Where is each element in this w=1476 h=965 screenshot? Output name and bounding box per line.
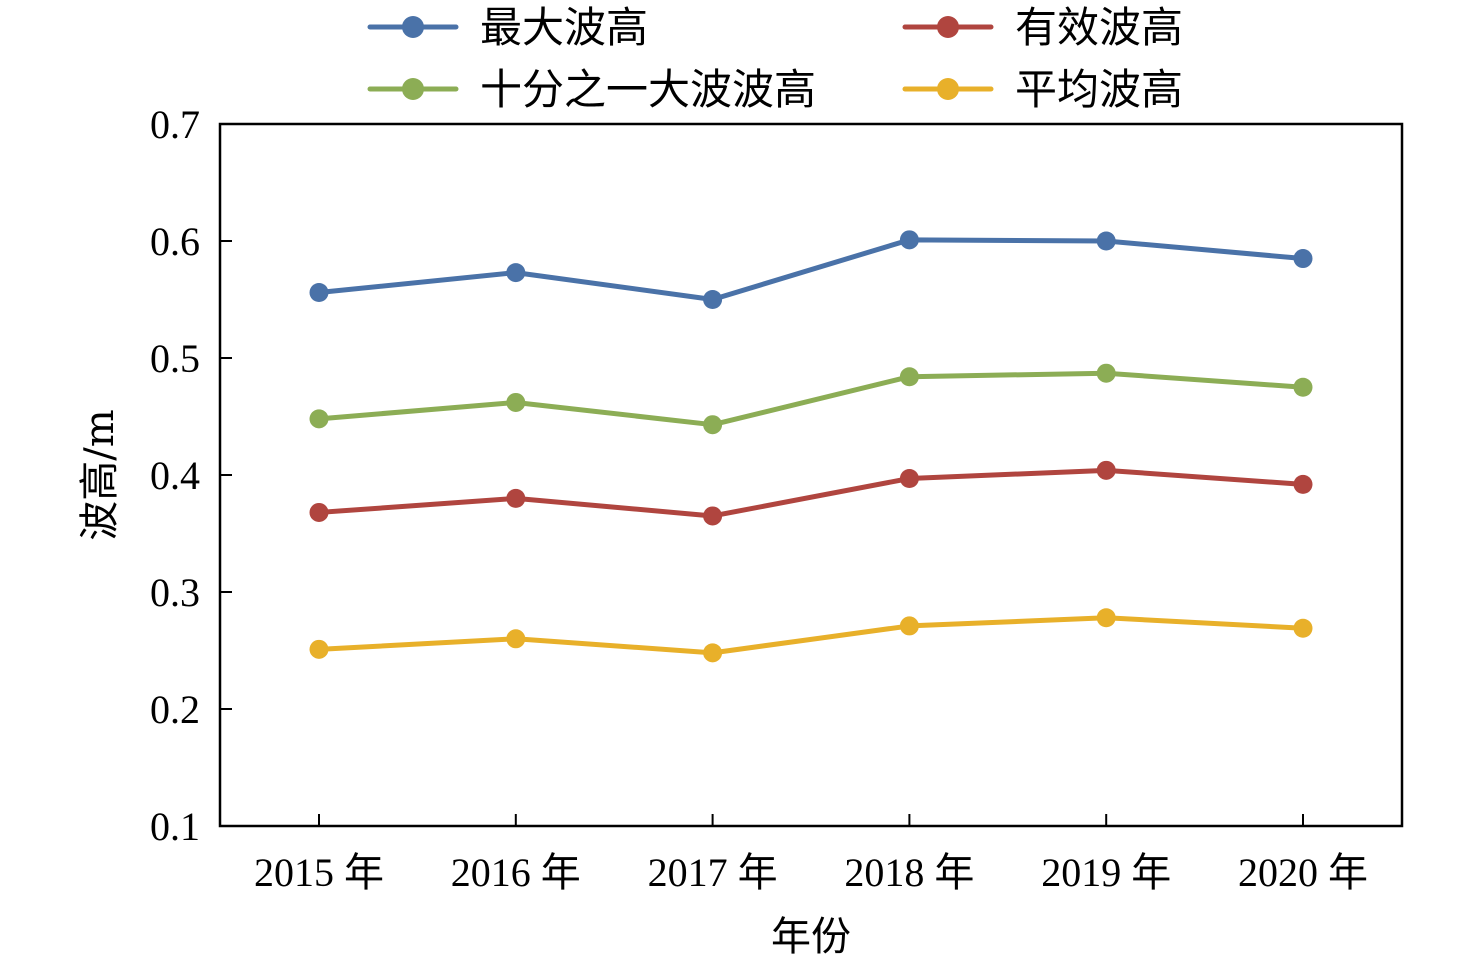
data-point — [1096, 460, 1116, 480]
x-tick-marks — [318, 814, 1304, 826]
data-point — [1096, 363, 1116, 383]
y-tick-label: 0.5 — [150, 336, 200, 381]
data-point — [703, 506, 723, 526]
legend-item-4: 平均波高 — [902, 65, 1183, 114]
series-line — [316, 370, 1306, 428]
y-tick-labels: 0.1 0.2 0.3 0.4 0.5 0.6 0.7 — [150, 102, 200, 849]
data-point — [1293, 249, 1313, 269]
legend-item-3: 十分之一大波波高 — [367, 65, 816, 114]
data-point — [309, 639, 329, 659]
series-layer — [309, 230, 1313, 663]
data-point — [506, 488, 526, 508]
data-point — [309, 282, 329, 302]
data-point — [1096, 231, 1116, 251]
data-point — [703, 290, 723, 309]
y-tick-label: 0.7 — [150, 102, 200, 147]
series-2 — [309, 460, 1313, 526]
data-point — [899, 230, 919, 250]
legend-marker — [937, 78, 959, 100]
data-point — [1096, 608, 1116, 628]
legend-item-2: 有效波高 — [902, 3, 1183, 52]
x-tick-label: 2016 年 — [451, 850, 581, 895]
y-tick-label: 0.3 — [150, 570, 200, 615]
y-axis-title: 波高/m — [77, 409, 123, 540]
y-tick-label: 0.6 — [150, 219, 200, 264]
data-point — [899, 367, 919, 387]
data-point — [703, 643, 723, 663]
y-tick-label: 0.2 — [150, 687, 200, 732]
plot-frame — [218, 122, 1404, 828]
data-point — [1293, 474, 1313, 494]
series-4 — [309, 608, 1313, 663]
x-tick-label: 2017 年 — [648, 850, 778, 895]
data-point — [899, 469, 919, 489]
data-point — [309, 502, 329, 522]
data-point — [506, 263, 526, 283]
series-3 — [309, 363, 1313, 435]
y-tick-marks — [220, 123, 232, 827]
legend-label: 平均波高 — [1015, 65, 1183, 114]
legend-label: 有效波高 — [1015, 3, 1183, 52]
legend-label: 十分之一大波波高 — [480, 65, 816, 114]
y-tick-label: 0.4 — [150, 453, 200, 498]
x-axis-title: 年份 — [771, 914, 851, 960]
series-line — [316, 237, 1306, 302]
series-1 — [309, 230, 1313, 309]
y-tick-label: 0.1 — [150, 804, 200, 849]
x-tick-label: 2018 年 — [844, 850, 974, 895]
series-line — [316, 467, 1306, 519]
x-tick-label: 2015 年 — [254, 850, 384, 895]
x-tick-label: 2020 年 — [1238, 850, 1368, 895]
data-point — [899, 616, 919, 636]
series-line — [316, 615, 1306, 656]
legend-item-1: 最大波高 — [367, 3, 648, 52]
x-tick-label: 2019 年 — [1041, 850, 1171, 895]
x-tick-labels: 2015 年 2016 年 2017 年 2018 年 2019 年 2020 年 — [254, 850, 1368, 895]
data-point — [1293, 618, 1313, 638]
legend-marker — [937, 16, 959, 38]
data-point — [506, 392, 526, 412]
data-point — [1293, 377, 1313, 397]
legend-marker — [402, 16, 424, 38]
data-point — [703, 415, 723, 435]
legend-marker — [402, 78, 424, 100]
data-point — [506, 629, 526, 649]
legend-label: 最大波高 — [480, 3, 648, 52]
data-point — [309, 409, 329, 429]
